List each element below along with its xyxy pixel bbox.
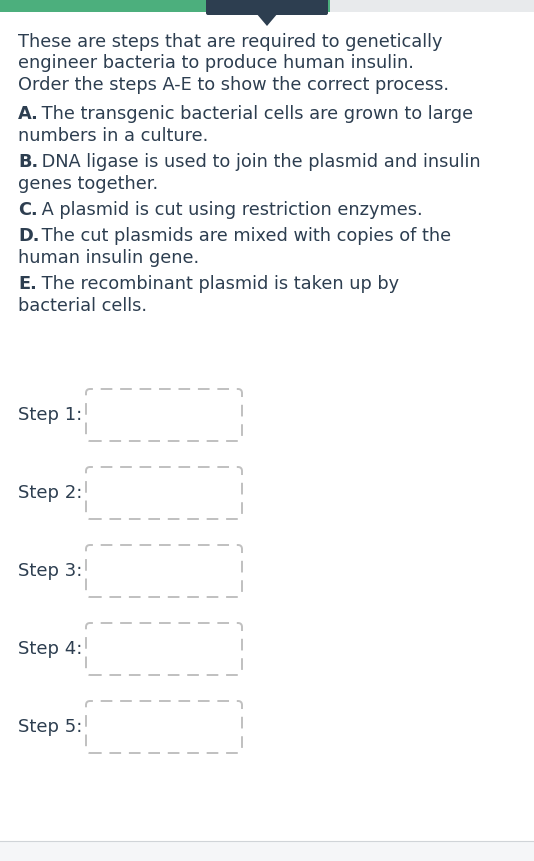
Text: The transgenic bacterial cells are grown to large: The transgenic bacterial cells are grown…: [36, 105, 473, 123]
FancyBboxPatch shape: [0, 0, 534, 841]
Text: bacterial cells.: bacterial cells.: [18, 297, 147, 315]
Text: A.: A.: [18, 105, 39, 123]
Text: genes together.: genes together.: [18, 175, 158, 193]
FancyBboxPatch shape: [206, 0, 328, 15]
Text: DNA ligase is used to join the plasmid and insulin: DNA ligase is used to join the plasmid a…: [36, 153, 481, 171]
Polygon shape: [256, 13, 278, 26]
Text: These are steps that are required to genetically: These are steps that are required to gen…: [18, 33, 443, 51]
Text: Step 3:: Step 3:: [18, 562, 82, 580]
FancyBboxPatch shape: [86, 389, 242, 441]
Text: Step 1:: Step 1:: [18, 406, 82, 424]
FancyBboxPatch shape: [86, 701, 242, 753]
Text: A plasmid is cut using restriction enzymes.: A plasmid is cut using restriction enzym…: [36, 201, 422, 219]
Text: Step 2:: Step 2:: [18, 484, 82, 502]
Text: D.: D.: [18, 227, 40, 245]
Text: Order the steps A-E to show the correct process.: Order the steps A-E to show the correct …: [18, 76, 449, 94]
Text: engineer bacteria to produce human insulin.: engineer bacteria to produce human insul…: [18, 54, 414, 72]
FancyBboxPatch shape: [86, 545, 242, 597]
Bar: [0, 0, 534, 12]
Text: Step 5:: Step 5:: [18, 718, 82, 736]
Text: The recombinant plasmid is taken up by: The recombinant plasmid is taken up by: [36, 275, 399, 293]
Text: Step 4:: Step 4:: [18, 640, 82, 658]
Text: C.: C.: [18, 201, 37, 219]
FancyBboxPatch shape: [86, 467, 242, 519]
Text: The cut plasmids are mixed with copies of the: The cut plasmids are mixed with copies o…: [36, 227, 451, 245]
Text: E.: E.: [18, 275, 37, 293]
Text: numbers in a culture.: numbers in a culture.: [18, 127, 208, 145]
Text: B.: B.: [18, 153, 38, 171]
Text: human insulin gene.: human insulin gene.: [18, 249, 199, 267]
FancyBboxPatch shape: [86, 623, 242, 675]
Bar: [0, 0, 330, 12]
